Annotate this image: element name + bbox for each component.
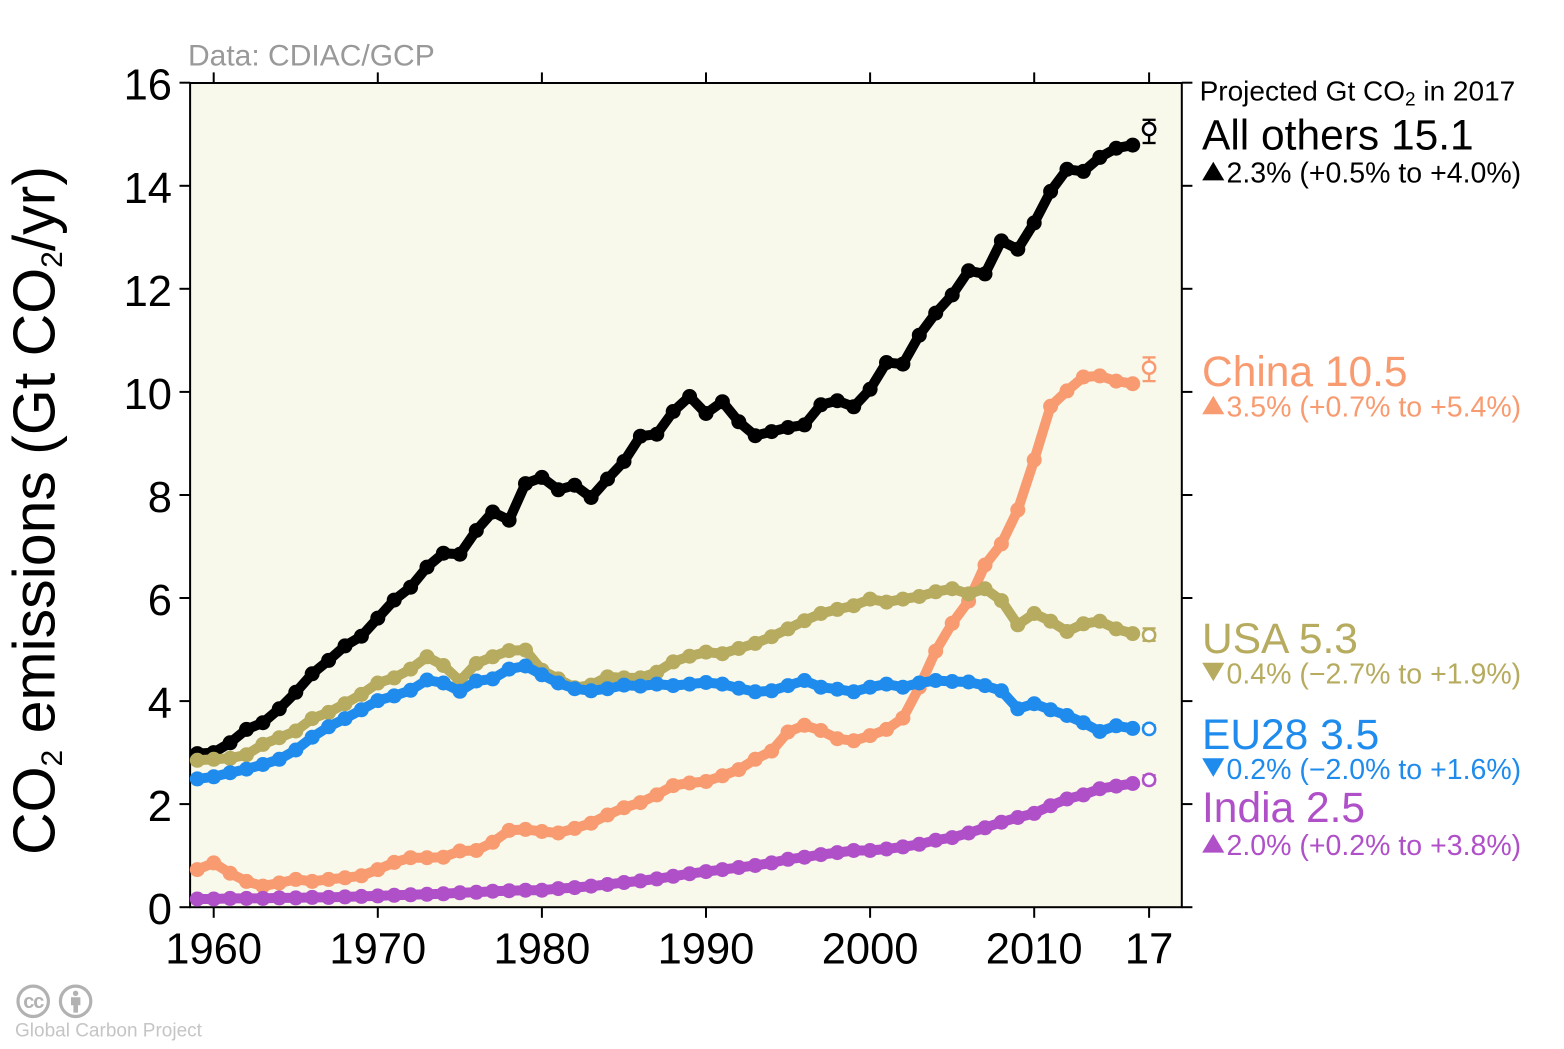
svg-text:CO2 emissions (Gt CO2/yr): CO2 emissions (Gt CO2/yr) [2, 166, 70, 855]
svg-text:cc: cc [23, 991, 44, 1013]
svg-text:0: 0 [148, 886, 172, 934]
svg-text:0.2% (−2.0% to +1.6%): 0.2% (−2.0% to +1.6%) [1227, 754, 1522, 786]
svg-text:0.4% (−2.7% to +1.9%): 0.4% (−2.7% to +1.9%) [1227, 659, 1522, 691]
svg-text:16: 16 [124, 62, 172, 110]
svg-text:China 10.5: China 10.5 [1202, 349, 1408, 396]
svg-text:Data: CDIAC/GCP: Data: CDIAC/GCP [188, 40, 435, 73]
svg-text:USA 5.3: USA 5.3 [1202, 616, 1358, 663]
svg-text:2.0% (+0.2% to +3.8%): 2.0% (+0.2% to +3.8%) [1227, 830, 1522, 862]
svg-text:1990: 1990 [658, 926, 755, 974]
svg-text:1960: 1960 [165, 926, 262, 974]
svg-text:All others 15.1: All others 15.1 [1202, 113, 1474, 160]
svg-text:2000: 2000 [822, 926, 919, 974]
svg-text:4: 4 [148, 680, 172, 728]
svg-text:2010: 2010 [986, 926, 1083, 974]
svg-text:1980: 1980 [494, 926, 591, 974]
svg-text:India 2.5: India 2.5 [1202, 785, 1365, 832]
svg-text:2.3% (+0.5% to +4.0%): 2.3% (+0.5% to +4.0%) [1227, 158, 1522, 190]
svg-text:1970: 1970 [329, 926, 426, 974]
svg-text:2: 2 [148, 783, 172, 831]
svg-text:Projected Gt CO2 in 2017: Projected Gt CO2 in 2017 [1200, 76, 1516, 111]
svg-text:14: 14 [124, 165, 172, 213]
svg-text:10: 10 [124, 371, 172, 419]
svg-text:Global Carbon Project: Global Carbon Project [15, 1021, 203, 1042]
svg-text:12: 12 [124, 268, 172, 316]
svg-text:EU28 3.5: EU28 3.5 [1202, 712, 1379, 759]
svg-text:17: 17 [1125, 926, 1173, 974]
svg-text:8: 8 [148, 474, 172, 522]
svg-text:3.5% (+0.7% to +5.4%): 3.5% (+0.7% to +5.4%) [1227, 392, 1522, 424]
svg-text:6: 6 [148, 577, 172, 625]
